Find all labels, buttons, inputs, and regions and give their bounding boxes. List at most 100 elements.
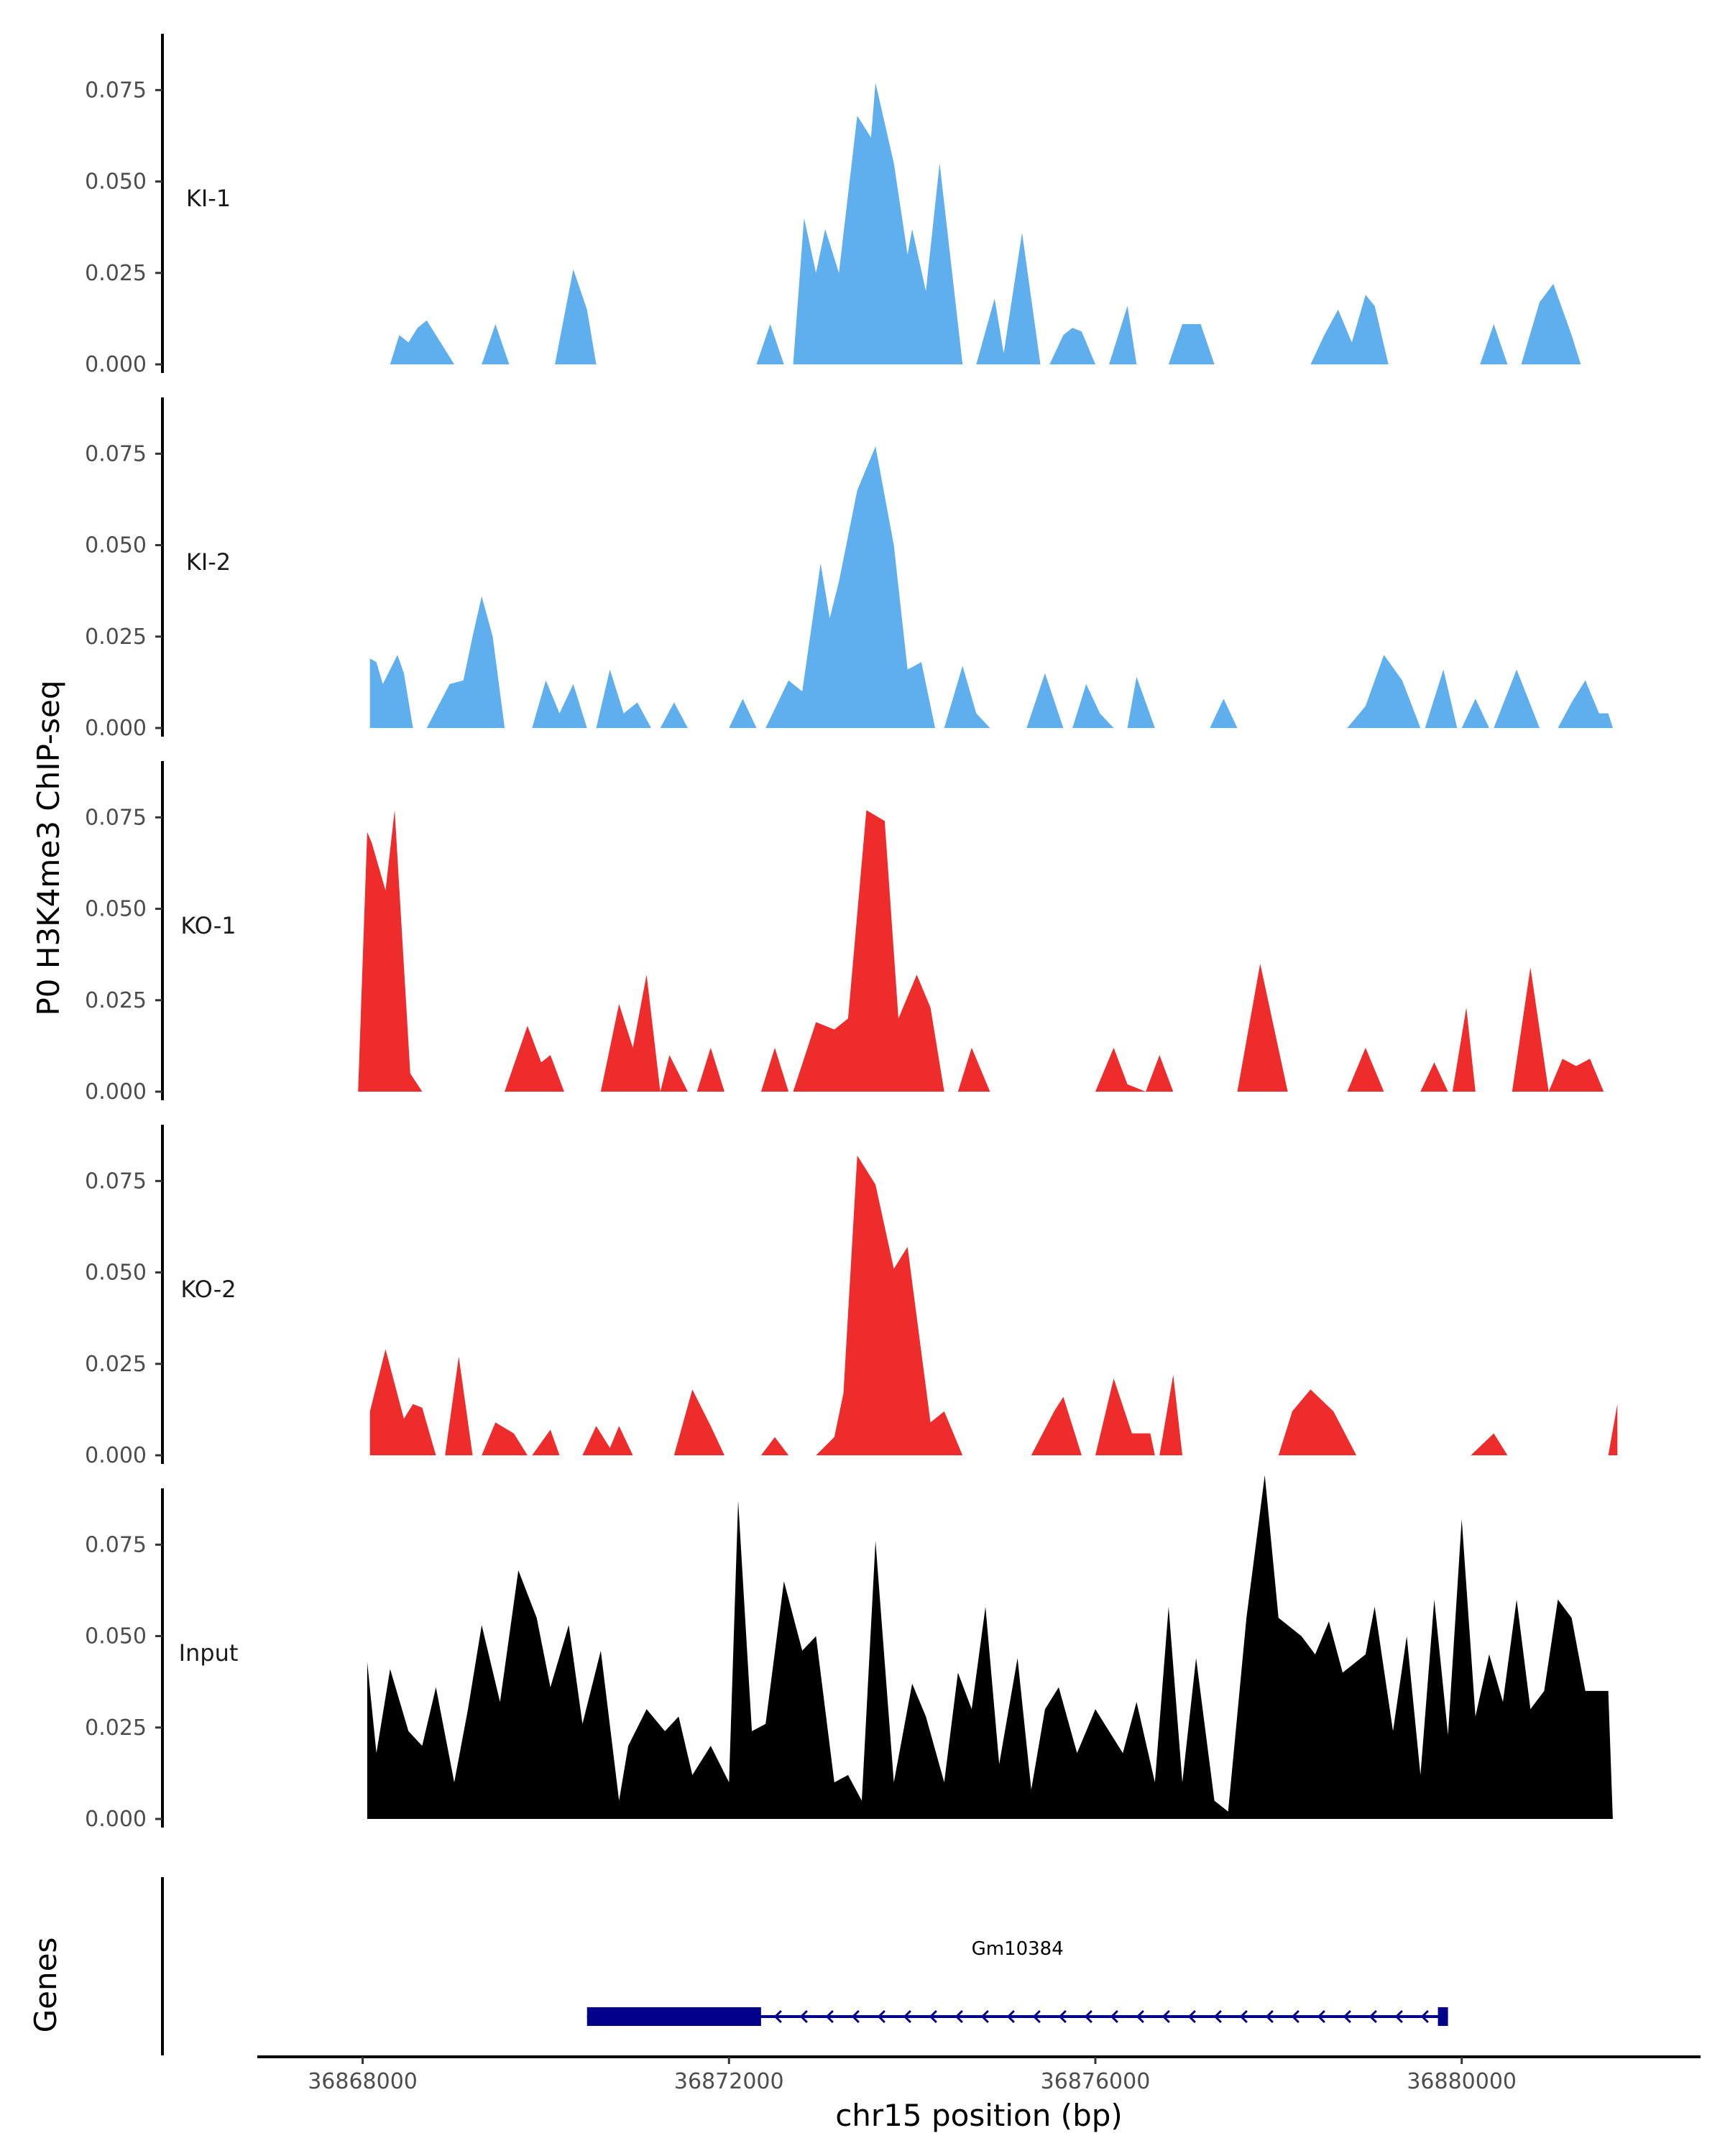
- signal-area: [1608, 1404, 1618, 1455]
- signal-area: [957, 1047, 990, 1092]
- signal-area: [793, 83, 963, 364]
- signal-area: [1109, 305, 1137, 364]
- signal-area: [1461, 699, 1489, 728]
- signal-area: [369, 655, 413, 728]
- strand-arrow: [1291, 2009, 1300, 2024]
- signal-area: [1494, 669, 1540, 728]
- strand-arrow: [1032, 2009, 1041, 2024]
- x-tick-label: 36880000: [1407, 2069, 1517, 2094]
- signal-area: [1558, 680, 1613, 728]
- signal-area: [1127, 676, 1155, 728]
- y-tick-label: 0.000: [85, 352, 147, 377]
- y-tick-label: 0.000: [85, 1807, 147, 1832]
- signal-area: [816, 1155, 963, 1455]
- signal-area: [532, 1429, 560, 1455]
- track-ko-2: 0.000 0.025 0.050 0.075 KO-2: [85, 1125, 1618, 1468]
- y-tick-label: 0.025: [85, 625, 147, 650]
- y-axis-title: P0 H3K4me3 ChIP-seq: [31, 680, 66, 1015]
- y-tick-label: 0.050: [85, 170, 147, 195]
- signal-area: [555, 269, 597, 364]
- strand-arrow: [773, 2009, 782, 2024]
- signal-area: [1210, 699, 1238, 728]
- genes-label: Genes: [28, 1938, 63, 2033]
- strand-arrow: [980, 2009, 989, 2024]
- strand-arrow: [877, 2009, 886, 2024]
- y-tick-label: 0.000: [85, 716, 147, 741]
- y-tick-label: 0.025: [85, 1352, 147, 1377]
- gene-panel: Genes Gm10384: [28, 1877, 1448, 2055]
- signal-area: [1095, 1378, 1155, 1455]
- signal-area: [696, 1047, 724, 1092]
- signal-area: [660, 1055, 688, 1092]
- signal-area: [1512, 967, 1549, 1092]
- signal-area: [1548, 1059, 1604, 1092]
- gene-exon: [1438, 2007, 1448, 2026]
- strand-arrow: [799, 2009, 808, 2024]
- strand-arrow: [1265, 2009, 1274, 2024]
- x-axis-title: chr15 position (bp): [835, 2098, 1123, 2133]
- strand-arrow: [1084, 2009, 1092, 2024]
- signal-area: [976, 232, 1041, 364]
- strand-arrow: [1006, 2009, 1015, 2024]
- strand-arrow: [1058, 2009, 1067, 2024]
- gene-name-label: Gm10384: [972, 1938, 1064, 1960]
- track-label: KO-2: [180, 1276, 236, 1303]
- signal-area: [1347, 1047, 1384, 1092]
- signal-area: [1031, 1396, 1082, 1455]
- signal-area: [358, 810, 423, 1092]
- signal-area: [944, 665, 990, 728]
- signal-area: [482, 1422, 528, 1455]
- gene-gm10384: Gm10384: [586, 1938, 1448, 2026]
- y-tick-label: 0.075: [85, 1532, 147, 1557]
- y-tick-label: 0.025: [85, 1715, 147, 1741]
- track-ki-2: 0.000 0.025 0.050 0.075 KI-2: [85, 397, 1613, 741]
- track-input: 0.000 0.025 0.050 0.075 Input: [85, 1475, 1613, 1832]
- track-label: Input: [179, 1639, 239, 1667]
- signal-area: [445, 1356, 473, 1455]
- signal-area: [582, 1426, 633, 1455]
- y-tick-label: 0.050: [85, 533, 147, 558]
- signal-area: [1072, 683, 1114, 728]
- strand-arrow: [1394, 2009, 1403, 2024]
- y-tick-label: 0.050: [85, 1624, 147, 1649]
- strand-arrow: [1136, 2009, 1144, 2024]
- signal-area: [1480, 324, 1508, 364]
- strand-arrow: [929, 2009, 937, 2024]
- strand-arrow: [903, 2009, 911, 2024]
- x-tick-label: 36872000: [674, 2069, 784, 2094]
- signal-area: [426, 596, 505, 728]
- signal-area: [760, 1047, 789, 1092]
- strand-arrow: [1162, 2009, 1170, 2024]
- strand-arrow: [1420, 2009, 1429, 2024]
- signal-area: [1159, 1375, 1182, 1455]
- signal-area: [1095, 1047, 1146, 1092]
- signal-area: [1168, 324, 1215, 364]
- track-panels: 0.0000.0250.0500.075KI-10.0000.0250.0500…: [85, 34, 1618, 1832]
- y-tick-label: 0.025: [85, 261, 147, 286]
- signal-area: [765, 446, 935, 728]
- signal-area: [729, 699, 757, 728]
- signal-area: [756, 324, 784, 364]
- signal-area: [1471, 1433, 1508, 1455]
- signal-area: [1420, 1062, 1448, 1092]
- signal-area: [1026, 673, 1064, 728]
- signal-area: [390, 320, 454, 364]
- x-tick-label: 36868000: [308, 2069, 418, 2094]
- track-label: KI-2: [186, 548, 231, 576]
- y-tick-label: 0.050: [85, 897, 147, 922]
- signal-area: [1278, 1389, 1357, 1455]
- strand-arrow: [1317, 2009, 1325, 2024]
- signal-area: [1049, 328, 1095, 364]
- x-axis: 36868000 36872000 36876000 36880000: [257, 2055, 1701, 2094]
- track-ko-1: 0.000 0.025 0.050 0.075 KO-1: [85, 761, 1604, 1105]
- signal-area: [1425, 669, 1458, 728]
- signal-area: [1146, 1055, 1174, 1092]
- y-tick-label: 0.050: [85, 1261, 147, 1286]
- signal-area: [1521, 284, 1581, 364]
- signal-area: [532, 680, 587, 728]
- signal-area: [1237, 963, 1288, 1092]
- y-tick-label: 0.000: [85, 1443, 147, 1468]
- gene-exon: [586, 2007, 761, 2026]
- track-label: KI-1: [186, 185, 231, 212]
